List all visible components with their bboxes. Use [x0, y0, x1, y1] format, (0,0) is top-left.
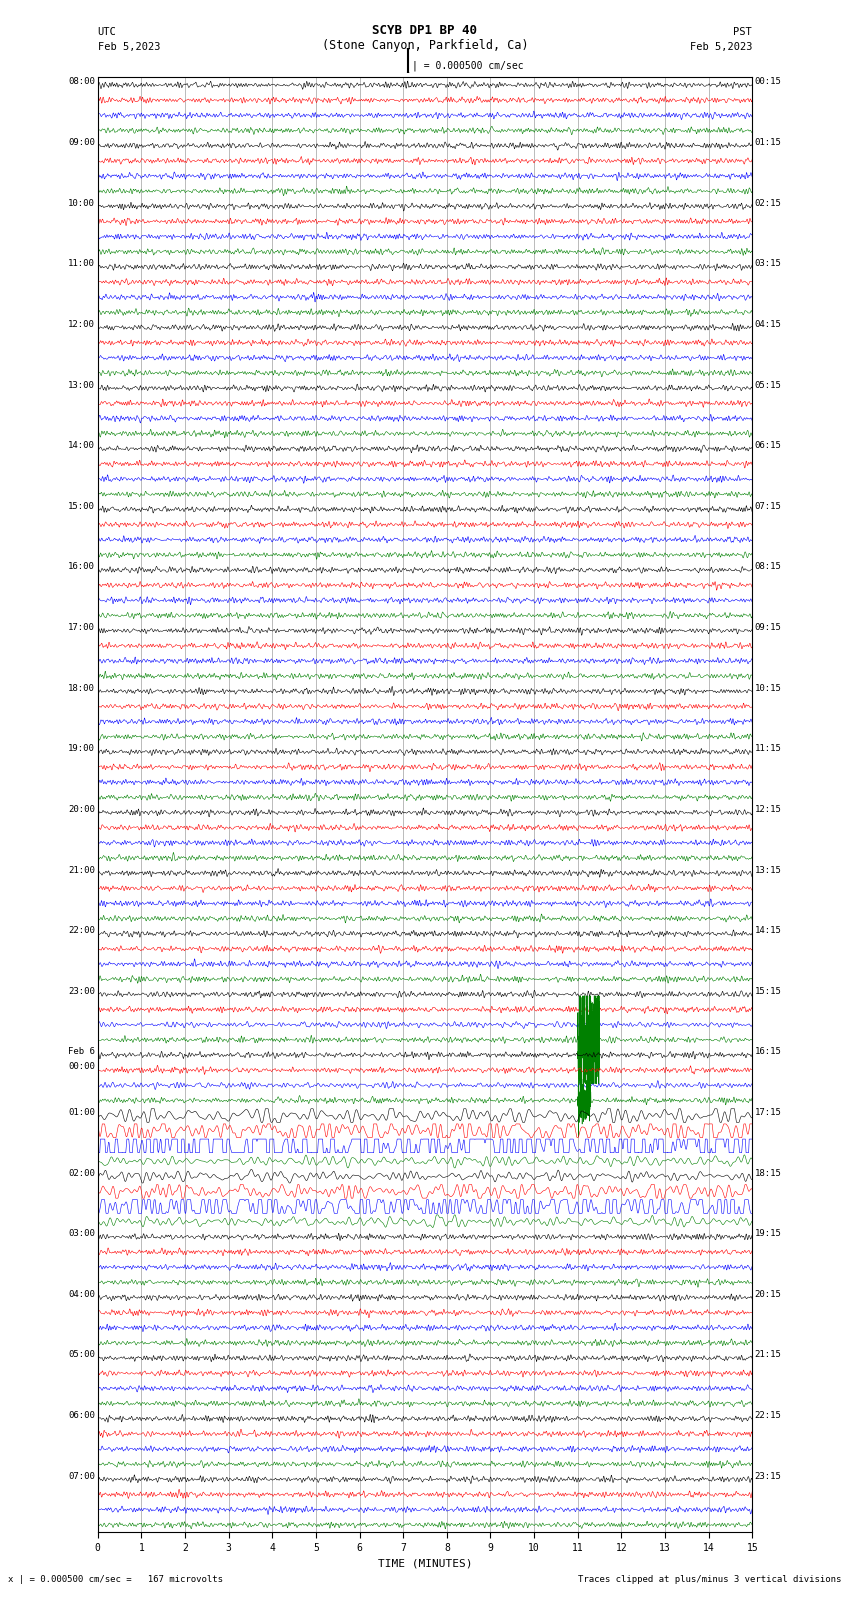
- Text: Feb 6: Feb 6: [68, 1047, 95, 1057]
- Text: 19:00: 19:00: [68, 744, 95, 753]
- Text: 08:00: 08:00: [68, 77, 95, 87]
- Text: 11:15: 11:15: [755, 744, 782, 753]
- Text: 10:15: 10:15: [755, 684, 782, 692]
- Text: 19:15: 19:15: [755, 1229, 782, 1239]
- Text: 14:15: 14:15: [755, 926, 782, 936]
- Text: x | = 0.000500 cm/sec =   167 microvolts: x | = 0.000500 cm/sec = 167 microvolts: [8, 1574, 224, 1584]
- Text: Feb 5,2023: Feb 5,2023: [689, 42, 752, 52]
- Text: 10:00: 10:00: [68, 198, 95, 208]
- Text: 18:15: 18:15: [755, 1168, 782, 1177]
- Text: (Stone Canyon, Parkfield, Ca): (Stone Canyon, Parkfield, Ca): [321, 39, 529, 52]
- Text: 00:00: 00:00: [68, 1061, 95, 1071]
- Text: 21:00: 21:00: [68, 866, 95, 874]
- Text: Feb 5,2023: Feb 5,2023: [98, 42, 161, 52]
- Text: 17:00: 17:00: [68, 623, 95, 632]
- Text: 04:00: 04:00: [68, 1290, 95, 1298]
- Text: 17:15: 17:15: [755, 1108, 782, 1116]
- Text: Traces clipped at plus/minus 3 vertical divisions: Traces clipped at plus/minus 3 vertical …: [578, 1574, 842, 1584]
- Text: 12:15: 12:15: [755, 805, 782, 815]
- Text: 21:15: 21:15: [755, 1350, 782, 1360]
- Text: 22:00: 22:00: [68, 926, 95, 936]
- Text: 02:00: 02:00: [68, 1168, 95, 1177]
- Text: 07:00: 07:00: [68, 1471, 95, 1481]
- Text: 15:00: 15:00: [68, 502, 95, 511]
- Text: PST: PST: [734, 27, 752, 37]
- Text: 20:15: 20:15: [755, 1290, 782, 1298]
- Text: 15:15: 15:15: [755, 987, 782, 995]
- X-axis label: TIME (MINUTES): TIME (MINUTES): [377, 1558, 473, 1568]
- Text: 01:00: 01:00: [68, 1108, 95, 1116]
- Text: | = 0.000500 cm/sec: | = 0.000500 cm/sec: [412, 60, 524, 71]
- Text: 20:00: 20:00: [68, 805, 95, 815]
- Text: 16:15: 16:15: [755, 1047, 782, 1057]
- Text: 09:00: 09:00: [68, 139, 95, 147]
- Text: 06:15: 06:15: [755, 442, 782, 450]
- Text: 12:00: 12:00: [68, 319, 95, 329]
- Text: 03:00: 03:00: [68, 1229, 95, 1239]
- Text: 09:15: 09:15: [755, 623, 782, 632]
- Text: 22:15: 22:15: [755, 1411, 782, 1419]
- Text: 06:00: 06:00: [68, 1411, 95, 1419]
- Text: 11:00: 11:00: [68, 260, 95, 268]
- Text: 18:00: 18:00: [68, 684, 95, 692]
- Text: 13:15: 13:15: [755, 866, 782, 874]
- Text: 02:15: 02:15: [755, 198, 782, 208]
- Text: 03:15: 03:15: [755, 260, 782, 268]
- Text: SCYB DP1 BP 40: SCYB DP1 BP 40: [372, 24, 478, 37]
- Text: 05:00: 05:00: [68, 1350, 95, 1360]
- Text: 05:15: 05:15: [755, 381, 782, 389]
- Text: 16:00: 16:00: [68, 563, 95, 571]
- Text: 04:15: 04:15: [755, 319, 782, 329]
- Text: 07:15: 07:15: [755, 502, 782, 511]
- Text: 23:15: 23:15: [755, 1471, 782, 1481]
- Text: 14:00: 14:00: [68, 442, 95, 450]
- Text: 13:00: 13:00: [68, 381, 95, 389]
- Text: 23:00: 23:00: [68, 987, 95, 995]
- Text: 01:15: 01:15: [755, 139, 782, 147]
- Text: UTC: UTC: [98, 27, 116, 37]
- Text: 00:15: 00:15: [755, 77, 782, 87]
- Text: 08:15: 08:15: [755, 563, 782, 571]
